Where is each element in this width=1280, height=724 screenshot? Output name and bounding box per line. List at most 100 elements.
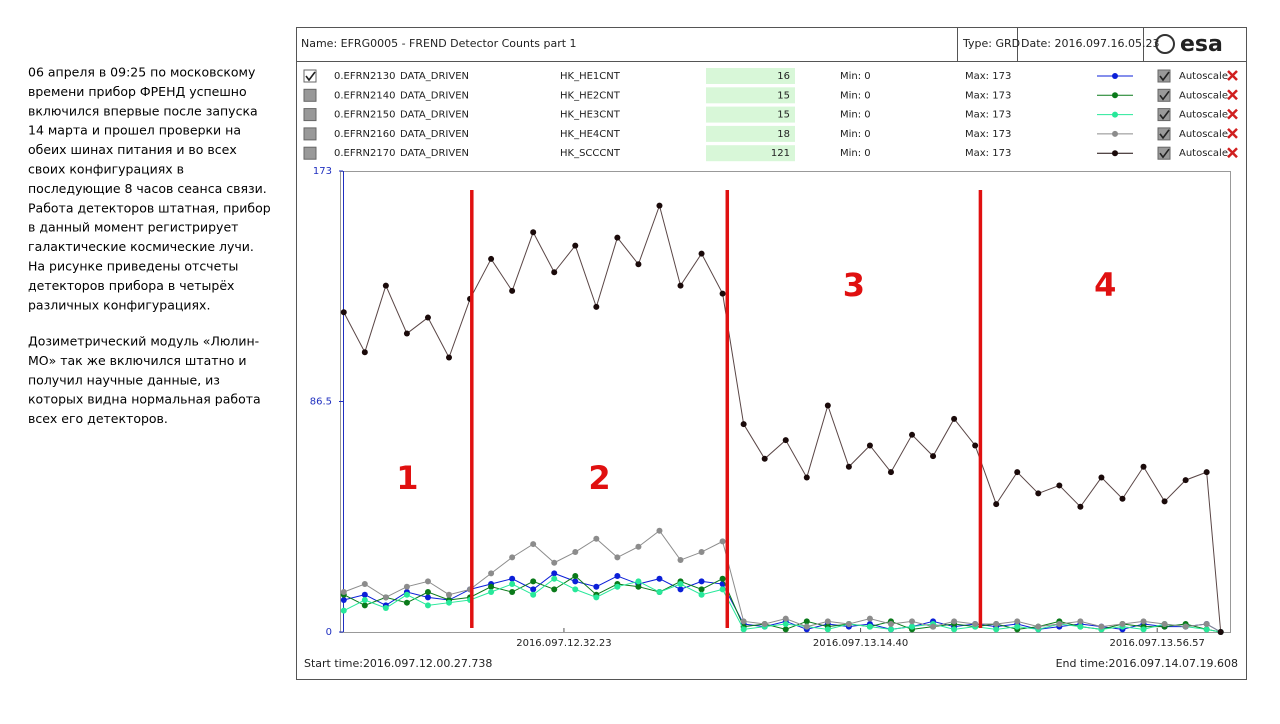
- select-checkbox[interactable]: [303, 127, 317, 141]
- point: [719, 290, 726, 297]
- point: [824, 402, 831, 409]
- point: [677, 282, 684, 289]
- remove-button[interactable]: [1227, 108, 1238, 120]
- point: [1182, 477, 1189, 484]
- point: [424, 314, 431, 321]
- param-mode: DATA_DRIVEN: [400, 110, 469, 121]
- point: [909, 431, 916, 438]
- point: [488, 589, 495, 596]
- autoscale-checkbox[interactable]: [1157, 108, 1171, 122]
- point: [1119, 621, 1126, 628]
- point: [382, 605, 389, 612]
- plot-type: Type: GRD: [962, 37, 1020, 50]
- param-name: HK_SCCCNT: [560, 148, 621, 159]
- esa-logo-mark: [1155, 34, 1175, 54]
- point: [1098, 623, 1105, 630]
- param-name: HK_HE2CNT: [560, 90, 621, 101]
- param-name: HK_HE4CNT: [560, 129, 621, 140]
- param-min: Min: 0: [840, 129, 871, 140]
- param-mode: DATA_DRIVEN: [400, 90, 469, 101]
- point: [572, 578, 579, 585]
- point: [677, 586, 684, 593]
- point: [403, 599, 410, 606]
- remove-button[interactable]: [1227, 89, 1238, 101]
- point: [740, 626, 747, 633]
- point: [446, 599, 453, 606]
- point: [677, 557, 684, 564]
- point: [551, 575, 558, 582]
- point: [340, 607, 347, 614]
- plot-date: Date: 2016.097.16.05.23: [1021, 37, 1159, 50]
- check: [1159, 129, 1170, 140]
- point: [782, 626, 789, 633]
- autoscale-checkbox[interactable]: [1157, 127, 1171, 141]
- point: [1077, 503, 1084, 510]
- select-checkbox[interactable]: [303, 69, 317, 83]
- y-tick-label: 0: [326, 627, 332, 638]
- select-checkbox[interactable]: [303, 146, 317, 160]
- point: [635, 583, 642, 590]
- sidebar-text: детекторов прибора в четырёх: [28, 278, 234, 293]
- param-name: HK_HE1CNT: [560, 71, 621, 82]
- remove-button[interactable]: [1227, 70, 1238, 81]
- param-value: 15: [777, 110, 790, 121]
- point: [866, 623, 873, 630]
- autoscale-checkbox[interactable]: [1157, 146, 1171, 160]
- select-checkbox[interactable]: [303, 88, 317, 102]
- sidebar-text: 14 марта и прошел проверки на: [28, 123, 241, 138]
- point: [782, 437, 789, 444]
- point: [1140, 626, 1147, 633]
- param-mode: DATA_DRIVEN: [400, 148, 469, 159]
- param-min: Min: 0: [840, 110, 871, 121]
- point: [614, 583, 621, 590]
- check: [1159, 148, 1170, 159]
- point: [340, 309, 347, 316]
- param-value: 16: [777, 71, 790, 82]
- point: [488, 570, 495, 577]
- point: [530, 586, 537, 593]
- sidebar-text: различных конфигурациях.: [28, 297, 210, 312]
- point: [1203, 621, 1210, 628]
- autoscale-checkbox[interactable]: [1157, 88, 1171, 102]
- autoscale-checkbox[interactable]: [1157, 69, 1171, 83]
- point: [761, 621, 768, 628]
- point: [1203, 469, 1210, 476]
- point: [993, 501, 1000, 508]
- point: [572, 242, 579, 249]
- point: [572, 549, 579, 556]
- region-label: 2: [588, 459, 610, 497]
- point: [509, 575, 516, 582]
- sidebar-text: Работа детекторов штатная, прибор: [28, 200, 271, 215]
- point: [656, 589, 663, 596]
- point: [803, 474, 810, 481]
- point: [698, 578, 705, 585]
- sidebar-text: галактические космические лучи.: [28, 239, 254, 254]
- point: [509, 581, 516, 588]
- param-value: 121: [771, 148, 790, 159]
- remove-button[interactable]: [1227, 147, 1238, 159]
- point: [424, 578, 431, 585]
- point: [824, 626, 831, 633]
- point: [803, 623, 810, 630]
- point: [1077, 623, 1084, 630]
- point: [930, 623, 937, 630]
- point: [403, 330, 410, 337]
- select-checkbox[interactable]: [303, 108, 317, 122]
- param-mode: DATA_DRIVEN: [400, 71, 469, 82]
- esa-logo: esa: [1180, 32, 1223, 57]
- param-name: HK_HE3CNT: [560, 110, 621, 121]
- point: [593, 303, 600, 310]
- autoscale-label: Autoscale: [1179, 148, 1228, 159]
- point: [530, 591, 537, 598]
- param-max: Max: 173: [965, 129, 1011, 140]
- legend-dot: [1112, 73, 1118, 79]
- point: [635, 261, 642, 268]
- point: [572, 586, 579, 593]
- remove-button[interactable]: [1227, 128, 1238, 139]
- point: [909, 618, 916, 625]
- point: [656, 202, 663, 209]
- point: [1161, 621, 1168, 628]
- sidebar-text: всех его детекторов.: [28, 411, 168, 426]
